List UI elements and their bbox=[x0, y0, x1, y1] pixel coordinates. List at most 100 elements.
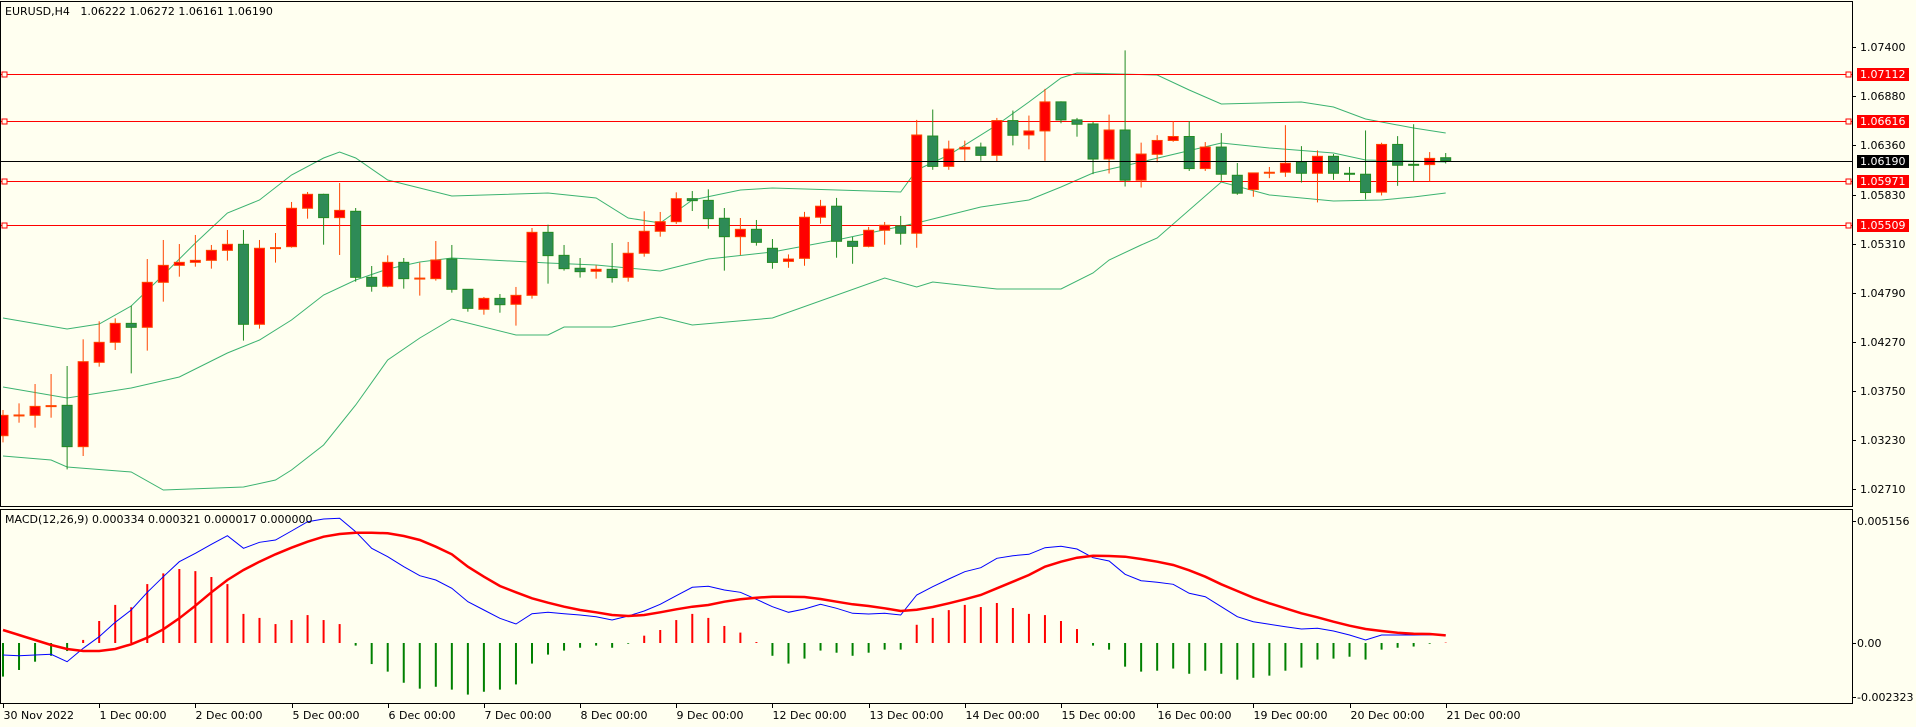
candle-body bbox=[1263, 171, 1275, 174]
candle bbox=[109, 318, 121, 350]
candle-body bbox=[125, 322, 137, 328]
candle bbox=[831, 197, 843, 258]
candle-body bbox=[1071, 119, 1083, 125]
close-value: 1.06190 bbox=[227, 5, 273, 18]
open-value: 1.06222 bbox=[80, 5, 126, 18]
candle-body bbox=[1055, 101, 1067, 121]
price-tick-label: 1.04790 bbox=[1860, 287, 1906, 300]
candle bbox=[1344, 166, 1356, 181]
candle bbox=[638, 211, 650, 257]
time-label: 9 Dec 00:00 bbox=[676, 709, 744, 722]
candle bbox=[446, 244, 458, 293]
macd-value-3: 0.000017 bbox=[204, 513, 257, 526]
time-label: 6 Dec 00:00 bbox=[388, 709, 456, 722]
low-value: 1.06161 bbox=[178, 5, 224, 18]
candle bbox=[1360, 130, 1372, 200]
candle-body bbox=[718, 217, 730, 238]
macd-axis-label: -0.002323 bbox=[1857, 690, 1914, 704]
candle bbox=[606, 242, 618, 283]
candle bbox=[991, 117, 1003, 162]
candle bbox=[526, 227, 538, 299]
candle-body bbox=[1311, 155, 1323, 174]
hline-price-label: 1.07112 bbox=[1857, 68, 1909, 81]
candle bbox=[1263, 166, 1275, 179]
candle bbox=[462, 288, 474, 312]
candle-body bbox=[526, 231, 538, 296]
candle-body bbox=[558, 254, 570, 270]
candle-body bbox=[991, 120, 1003, 156]
candle-body bbox=[831, 205, 843, 242]
candle-body bbox=[1392, 143, 1404, 166]
line-handle-left bbox=[1, 118, 8, 125]
bollinger-lower-band bbox=[2, 181, 1446, 491]
candle bbox=[478, 296, 490, 315]
candle bbox=[1071, 117, 1083, 137]
candle bbox=[1151, 135, 1163, 163]
candle bbox=[1167, 121, 1179, 142]
candle-body bbox=[1327, 155, 1339, 174]
candle bbox=[558, 244, 570, 271]
candle bbox=[398, 257, 410, 289]
line-handle-left bbox=[1, 178, 8, 185]
candle bbox=[1007, 110, 1019, 146]
candle-body bbox=[253, 247, 265, 325]
bollinger-middle-band bbox=[2, 142, 1446, 399]
candle-body bbox=[398, 261, 410, 280]
candle-body bbox=[61, 404, 73, 448]
candle-body bbox=[1231, 174, 1243, 194]
price-tick-label: 1.04270 bbox=[1860, 336, 1906, 349]
candle bbox=[574, 257, 586, 278]
candle bbox=[1327, 154, 1339, 180]
candle bbox=[895, 215, 907, 245]
candle-body bbox=[959, 146, 971, 150]
line-handle-right bbox=[1845, 118, 1852, 125]
price-tick-label: 1.02710 bbox=[1860, 483, 1906, 496]
candle-body bbox=[1135, 153, 1147, 181]
candle-body bbox=[29, 405, 41, 416]
hline-price-label: 1.05509 bbox=[1857, 219, 1909, 232]
candle bbox=[1039, 88, 1051, 161]
candle-body bbox=[109, 322, 121, 343]
candle-body bbox=[189, 259, 201, 263]
candle bbox=[366, 266, 378, 292]
candle-body bbox=[975, 146, 987, 156]
macd-value-2: 0.000321 bbox=[148, 513, 201, 526]
candle-body bbox=[606, 268, 618, 279]
candle-body bbox=[1440, 157, 1452, 162]
candle-body bbox=[45, 405, 57, 408]
candle-body bbox=[782, 258, 794, 262]
candle bbox=[430, 241, 442, 281]
line-handle-right bbox=[1845, 178, 1852, 185]
candle-body bbox=[1167, 135, 1179, 141]
candle bbox=[1023, 115, 1035, 150]
candle bbox=[750, 219, 762, 246]
candle bbox=[13, 403, 25, 423]
candle-body bbox=[141, 281, 153, 328]
candle bbox=[29, 384, 41, 428]
hline-price-label: 1.05971 bbox=[1857, 175, 1909, 188]
candle bbox=[686, 191, 698, 212]
macd-value-4: 0.000000 bbox=[260, 513, 313, 526]
hline-price-label: 1.06616 bbox=[1857, 115, 1909, 128]
main-pane[interactable] bbox=[0, 1, 1853, 507]
macd-plot bbox=[2, 517, 1447, 695]
candle-body bbox=[766, 247, 778, 263]
candle bbox=[350, 207, 362, 282]
candle-body bbox=[863, 229, 875, 247]
symbol-label: EURUSD,H4 bbox=[5, 5, 70, 18]
candle-body bbox=[93, 341, 105, 363]
price-tick-label: 1.06880 bbox=[1860, 90, 1906, 103]
candle-body bbox=[1295, 161, 1307, 174]
candle bbox=[1055, 101, 1067, 124]
time-label: 14 Dec 00:00 bbox=[965, 709, 1040, 722]
candle bbox=[510, 286, 522, 326]
candle bbox=[542, 224, 554, 284]
candle bbox=[1376, 142, 1388, 196]
candle-body bbox=[895, 225, 907, 234]
candle bbox=[782, 254, 794, 268]
price-tick-label: 1.03750 bbox=[1860, 385, 1906, 398]
candle-body bbox=[911, 134, 923, 234]
candle bbox=[702, 189, 714, 229]
symbol-ohlc-header: EURUSD,H4 1.06222 1.06272 1.06161 1.0619… bbox=[5, 5, 273, 18]
